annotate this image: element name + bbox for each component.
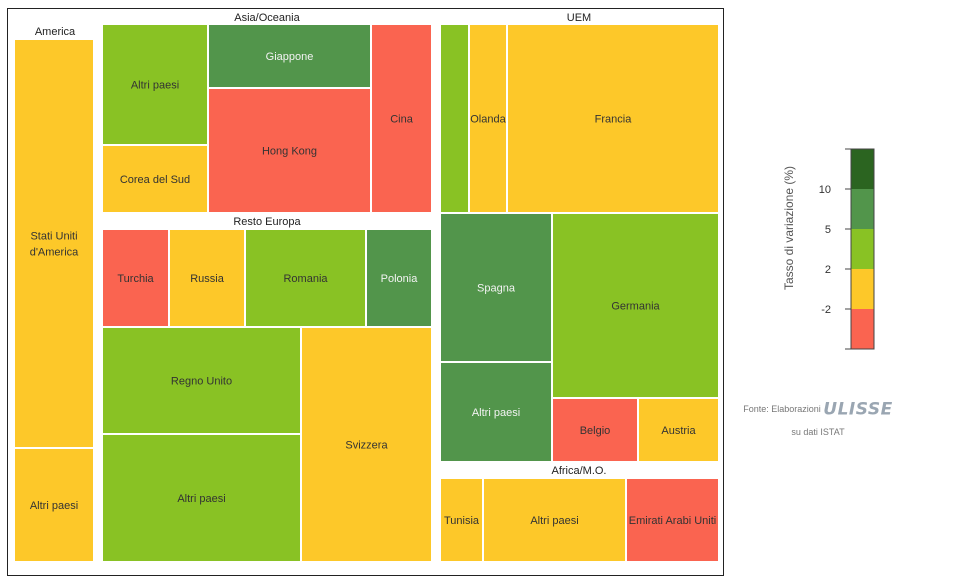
legend-swatch-m2-2 <box>851 269 874 309</box>
cell-america-altri-paesi-label: Altri paesi <box>30 500 78 512</box>
cell-uem-belgio-label: Belgio <box>580 425 611 437</box>
cell-uem-unnamed[interactable] <box>441 25 468 212</box>
cell-uem-spagna-label: Spagna <box>477 283 516 295</box>
cell-resto-europa-regno-unito[interactable] <box>103 328 300 433</box>
cell-uem-germania[interactable] <box>553 214 718 397</box>
cell-resto-europa-altri-paesi[interactable] <box>103 435 300 561</box>
group-label-america: America <box>35 26 76 38</box>
cell-resto-europa-romania[interactable] <box>246 230 365 326</box>
cell-uem-austria-label: Austria <box>661 425 696 437</box>
legend-swatch-lt-m2 <box>851 309 874 349</box>
cell-resto-europa-turchia-label: Turchia <box>117 273 154 285</box>
cell-asia-oceania-corea-del-sud[interactable] <box>103 146 207 212</box>
cell-uem-spagna[interactable] <box>441 214 551 361</box>
cell-africa-m-o-emirati-arabi-uniti[interactable] <box>627 479 718 561</box>
source-prefix: Fonte: Elaborazioni <box>743 404 821 414</box>
cell-resto-europa-russia[interactable] <box>170 230 244 326</box>
group-label-resto-europa: Resto Europa <box>233 216 301 228</box>
legend-swatch-gt-10 <box>851 149 874 189</box>
cell-uem-francia-label: Francia <box>595 114 633 126</box>
cell-uem-olanda-label: Olanda <box>470 114 506 126</box>
legend-swatch-2-5 <box>851 229 874 269</box>
cell-resto-europa-altri-paesi-label: Altri paesi <box>177 493 225 505</box>
legend-tick-label: -2 <box>821 304 831 316</box>
cell-asia-oceania-altri-paesi-label: Altri paesi <box>131 80 179 92</box>
cell-africa-m-o-altri-paesi-label: Altri paesi <box>530 515 578 527</box>
cell-uem-germania-label: Germania <box>611 301 660 313</box>
cell-uem-austria[interactable] <box>639 399 718 461</box>
cell-america-altri-paesi[interactable] <box>15 449 93 561</box>
cell-resto-europa-svizzera-label: Svizzera <box>345 440 388 452</box>
cell-asia-oceania-hong-kong-label: Hong Kong <box>262 146 317 158</box>
ulisse-logo: ULISSE <box>823 399 893 420</box>
cell-africa-m-o-altri-paesi[interactable] <box>484 479 625 561</box>
cell-uem-belgio[interactable] <box>553 399 637 461</box>
cell-america-stati-uniti-d-america[interactable] <box>15 40 93 447</box>
cell-asia-oceania-corea-del-sud-label: Corea del Sud <box>120 174 190 186</box>
cell-uem-francia[interactable] <box>508 25 718 212</box>
group-label-asia-oceania: Asia/Oceania <box>234 12 300 24</box>
cell-uem-altri-paesi[interactable] <box>441 363 551 461</box>
cell-uem-altri-paesi-label: Altri paesi <box>472 407 520 419</box>
cell-uem-olanda[interactable] <box>470 25 506 212</box>
cell-asia-oceania-giappone[interactable] <box>209 25 370 87</box>
source-note: Fonte: Elaborazioni ULISSE su dati ISTAT <box>738 398 898 443</box>
legend-tick-label: 10 <box>819 184 831 196</box>
legend-outline <box>850 148 875 350</box>
cell-africa-m-o-tunisia-label: Tunisia <box>444 515 480 527</box>
cell-africa-m-o-tunisia[interactable] <box>441 479 482 561</box>
legend-swatch-5-10 <box>851 189 874 229</box>
cell-africa-m-o-emirati-arabi-uniti-label: Emirati Arabi Uniti <box>629 515 716 527</box>
cell-resto-europa-polonia[interactable] <box>367 230 431 326</box>
group-label-uem: UEM <box>567 12 591 24</box>
group-label-africa-m-o: Africa/M.O. <box>551 465 606 477</box>
cell-resto-europa-polonia-label: Polonia <box>381 273 419 285</box>
cell-asia-oceania-cina[interactable] <box>372 25 431 212</box>
cell-resto-europa-turchia[interactable] <box>103 230 168 326</box>
legend-title: Tasso di variazione (%) <box>782 166 796 290</box>
cell-resto-europa-russia-label: Russia <box>190 273 225 285</box>
legend-tick-label: 5 <box>825 224 831 236</box>
cell-asia-oceania-giappone-label: Giappone <box>266 51 314 63</box>
cell-asia-oceania-altri-paesi[interactable] <box>103 25 207 144</box>
cell-america-stati-uniti-d-america-label: Stati Uniti d'America <box>30 231 79 259</box>
cell-asia-oceania-cina-label: Cina <box>390 114 414 126</box>
cell-asia-oceania-hong-kong[interactable] <box>209 89 370 212</box>
legend-tick-label: 2 <box>825 264 831 276</box>
source-suffix: su dati ISTAT <box>791 426 845 437</box>
cell-resto-europa-svizzera[interactable] <box>302 328 431 561</box>
cell-resto-europa-regno-unito-label: Regno Unito <box>171 376 232 388</box>
cell-resto-europa-romania-label: Romania <box>283 273 328 285</box>
